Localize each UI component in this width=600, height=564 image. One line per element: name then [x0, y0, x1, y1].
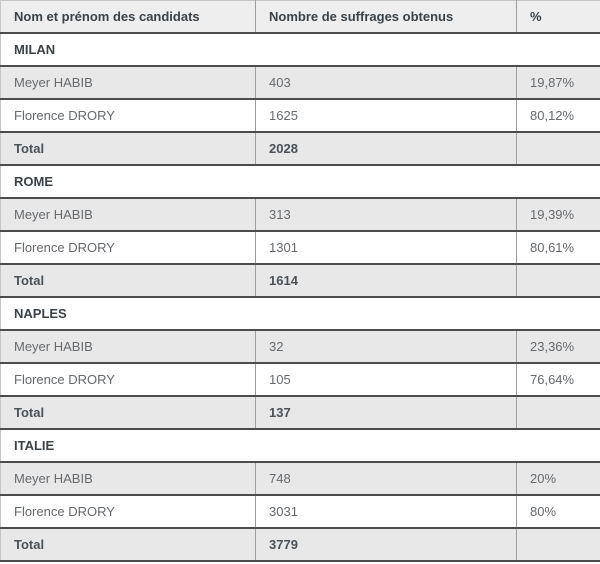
total-label: Total: [0, 132, 256, 165]
column-header-percent: %: [516, 0, 600, 33]
section-title: ROME: [0, 165, 600, 198]
table-row: Florence DRORY 3031 80%: [0, 495, 600, 528]
votes-value: 1625: [255, 99, 517, 132]
candidate-name: Florence DRORY: [0, 231, 256, 264]
candidate-name: Meyer HABIB: [0, 330, 256, 363]
candidate-name: Meyer HABIB: [0, 198, 256, 231]
table-row: Meyer HABIB 313 19,39%: [0, 198, 600, 231]
table-row: Florence DRORY 105 76,64%: [0, 363, 600, 396]
votes-value: 748: [255, 462, 517, 495]
percent-value: 80%: [516, 495, 600, 528]
votes-value: 3031: [255, 495, 517, 528]
votes-value: 105: [255, 363, 517, 396]
candidate-name: Meyer HABIB: [0, 462, 256, 495]
section-title: ITALIE: [0, 429, 600, 462]
votes-value: 313: [255, 198, 517, 231]
total-row: Total 2028: [0, 132, 600, 165]
percent-value: 23,36%: [516, 330, 600, 363]
total-label: Total: [0, 396, 256, 429]
percent-value: 80,12%: [516, 99, 600, 132]
table-row: Florence DRORY 1625 80,12%: [0, 99, 600, 132]
table-row: Meyer HABIB 32 23,36%: [0, 330, 600, 363]
total-percent-cell: [516, 132, 600, 165]
total-label: Total: [0, 528, 256, 561]
votes-value: 32: [255, 330, 517, 363]
table-row: Florence DRORY 1301 80,61%: [0, 231, 600, 264]
total-row: Total 1614: [0, 264, 600, 297]
candidate-name: Meyer HABIB: [0, 66, 256, 99]
percent-value: 19,87%: [516, 66, 600, 99]
candidate-name: Florence DRORY: [0, 99, 256, 132]
total-votes-value: 137: [255, 396, 517, 429]
total-label: Total: [0, 264, 256, 297]
votes-value: 403: [255, 66, 517, 99]
total-percent-cell: [516, 396, 600, 429]
percent-value: 76,64%: [516, 363, 600, 396]
section-row-italie: ITALIE: [0, 429, 600, 462]
total-percent-cell: [516, 528, 600, 561]
section-title: NAPLES: [0, 297, 600, 330]
section-row-milan: MILAN: [0, 33, 600, 66]
total-row: Total 137: [0, 396, 600, 429]
table-row: Meyer HABIB 403 19,87%: [0, 66, 600, 99]
candidate-name: Florence DRORY: [0, 495, 256, 528]
table-row: Meyer HABIB 748 20%: [0, 462, 600, 495]
total-row: Total 3779: [0, 528, 600, 561]
percent-value: 19,39%: [516, 198, 600, 231]
section-row-rome: ROME: [0, 165, 600, 198]
section-row-naples: NAPLES: [0, 297, 600, 330]
table-header-row: Nom et prénom des candidats Nombre de su…: [0, 0, 600, 33]
total-votes-value: 1614: [255, 264, 517, 297]
total-votes-value: 3779: [255, 528, 517, 561]
total-percent-cell: [516, 264, 600, 297]
votes-value: 1301: [255, 231, 517, 264]
percent-value: 20%: [516, 462, 600, 495]
percent-value: 80,61%: [516, 231, 600, 264]
total-votes-value: 2028: [255, 132, 517, 165]
column-header-candidates: Nom et prénom des candidats: [0, 0, 256, 33]
candidate-name: Florence DRORY: [0, 363, 256, 396]
column-header-votes: Nombre de suffrages obtenus: [255, 0, 517, 33]
section-title: MILAN: [0, 33, 600, 66]
